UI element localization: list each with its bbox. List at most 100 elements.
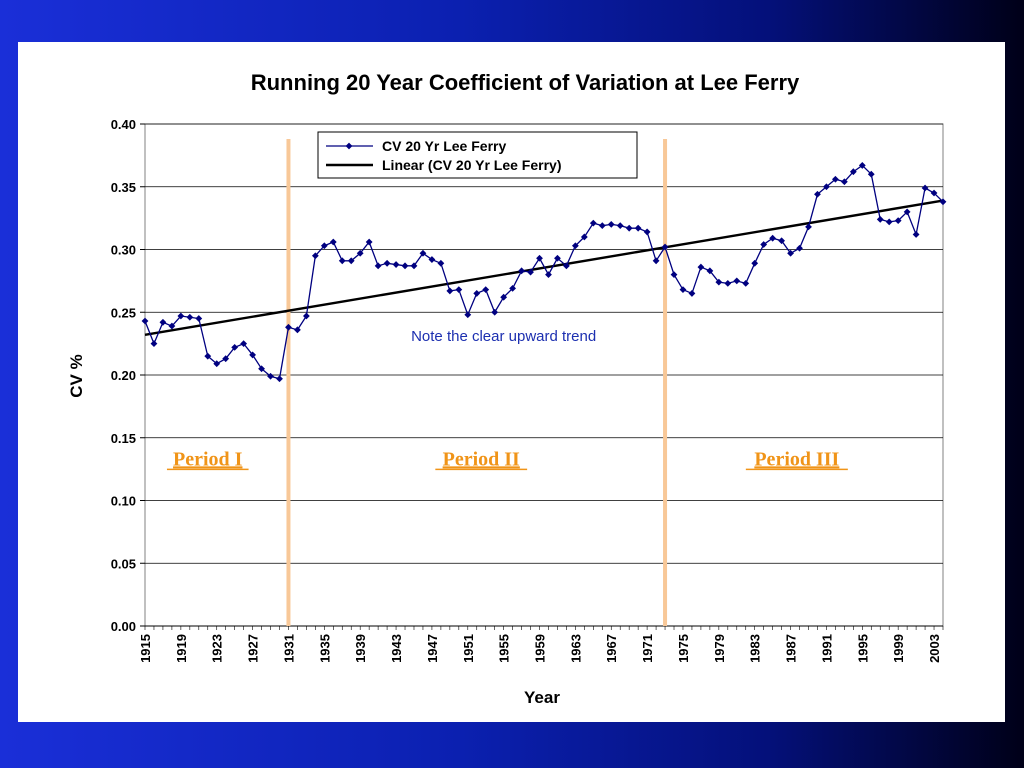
cv-data-point (840, 178, 848, 186)
cv-data-point (267, 372, 274, 380)
x-tick-label: 2003 (927, 634, 942, 663)
x-tick-label: 1935 (317, 634, 332, 663)
cv-data-point (616, 222, 624, 230)
x-tick-label: 1983 (748, 634, 763, 663)
x-tick-label: 1931 (281, 634, 296, 663)
cv-data-point (814, 190, 821, 198)
y-tick-label: 0.40 (111, 117, 136, 132)
cv-data-point (823, 183, 830, 191)
cv-data-point (580, 233, 588, 241)
chart-title: Running 20 Year Coefficient of Variation… (251, 70, 800, 95)
x-tick-label: 1923 (210, 634, 225, 663)
cv-data-point (329, 238, 337, 246)
cv-data-point (661, 243, 669, 251)
cv-data-point (365, 238, 373, 246)
cv-data-point (249, 351, 256, 359)
cv-data-point (598, 222, 606, 230)
cv-data-point (554, 254, 561, 262)
x-tick-label: 1955 (497, 634, 512, 663)
trend-note: Note the clear upward trend (411, 328, 596, 345)
x-tick-label: 1991 (819, 634, 834, 663)
cv-data-point (141, 317, 149, 325)
cv-data-point (563, 262, 570, 270)
x-tick-label: 1995 (855, 634, 870, 663)
x-tick-label: 1975 (676, 634, 691, 663)
cv-data-point (464, 311, 472, 319)
cv-data-point (715, 278, 723, 286)
cv-data-point (778, 237, 786, 245)
y-tick-label: 0.35 (111, 180, 136, 195)
cv-data-point (724, 279, 732, 287)
cv-data-point (634, 224, 642, 232)
cv-data-point (643, 228, 651, 236)
cv-data-point (536, 254, 543, 262)
cv-data-point (858, 162, 866, 169)
cv-data-point (455, 286, 463, 294)
x-axis-ticks: 1915 1919 1923 1927 1931 1935 1939 1943 1947 1951… (138, 625, 944, 663)
cv-data-point (742, 279, 750, 287)
cv-data-point (670, 271, 678, 278)
cv-data-point (294, 326, 301, 334)
y-tick-label: 0.05 (111, 556, 136, 571)
y-tick-label: 0.30 (111, 243, 136, 258)
cv-data-point (338, 257, 346, 265)
y-tick-label: 0.25 (111, 305, 136, 320)
cv-data-point (679, 286, 687, 294)
cv-data-point (894, 217, 902, 225)
x-tick-label: 1959 (533, 634, 548, 663)
x-tick-label: 1919 (174, 634, 189, 663)
cv-data-point (231, 343, 239, 351)
cv-data-point (410, 262, 418, 270)
cv-data-point (867, 170, 875, 178)
cv-data-point (545, 271, 552, 278)
x-tick-label: 1943 (389, 634, 404, 663)
cv-data-point (912, 231, 920, 238)
cv-data-point (374, 262, 382, 270)
cv-data-point (509, 285, 517, 292)
cv-data-point (356, 249, 364, 257)
cv-data-point (518, 267, 525, 275)
cv-data-point (652, 257, 660, 265)
cv-data-point (195, 315, 203, 322)
cv-data-point (240, 340, 248, 348)
x-tick-label: 1947 (425, 634, 440, 663)
cv-data-point (177, 312, 185, 320)
cv-data-point (787, 249, 794, 257)
cv-data-point (903, 208, 911, 216)
x-tick-label: 1979 (712, 634, 727, 663)
cv-data-point (320, 242, 328, 250)
cv-data-point (213, 360, 221, 368)
cv-data-point (204, 352, 212, 360)
cv-data-point (796, 244, 803, 252)
y-tick-label: 0.15 (111, 431, 136, 446)
cv-line-chart: Running 20 Year Coefficient of Variation… (67, 70, 947, 707)
y-axis-label: CV % (67, 354, 86, 397)
cv-data-point (760, 241, 768, 248)
x-tick-label: 1927 (246, 634, 261, 663)
legend-marker-cv (345, 142, 353, 150)
x-tick-label: 1963 (568, 634, 583, 663)
cv-data-point (222, 355, 230, 363)
cv-data-point (186, 313, 194, 321)
annotations: Note the clear upward trend Period I Perio… (166, 328, 848, 470)
cv-data-point (437, 259, 445, 267)
cv-data-point (383, 259, 391, 267)
x-axis-label: Year (524, 688, 560, 707)
x-tick-label: 1939 (353, 634, 368, 663)
cv-data-point (302, 312, 310, 320)
cv-data-point (885, 218, 893, 226)
cv-data-point (625, 224, 633, 232)
cv-data-point (159, 318, 167, 326)
cv-data-point (939, 198, 947, 206)
y-axis-ticks: 0.00 0.05 0.10 0.15 0.20 0.25 0.30 0.35 0.40 (111, 117, 145, 634)
cv-data-point (428, 256, 436, 263)
period-dividers (286, 139, 668, 626)
cv-data-point (527, 268, 534, 276)
cv-data-point (168, 322, 176, 330)
y-tick-label: 0.20 (111, 368, 136, 383)
gridlines (144, 123, 944, 627)
cv-data-point (419, 249, 427, 257)
cv-data-point (401, 262, 409, 270)
cv-data-point (876, 215, 884, 223)
cv-data-point (733, 277, 741, 285)
